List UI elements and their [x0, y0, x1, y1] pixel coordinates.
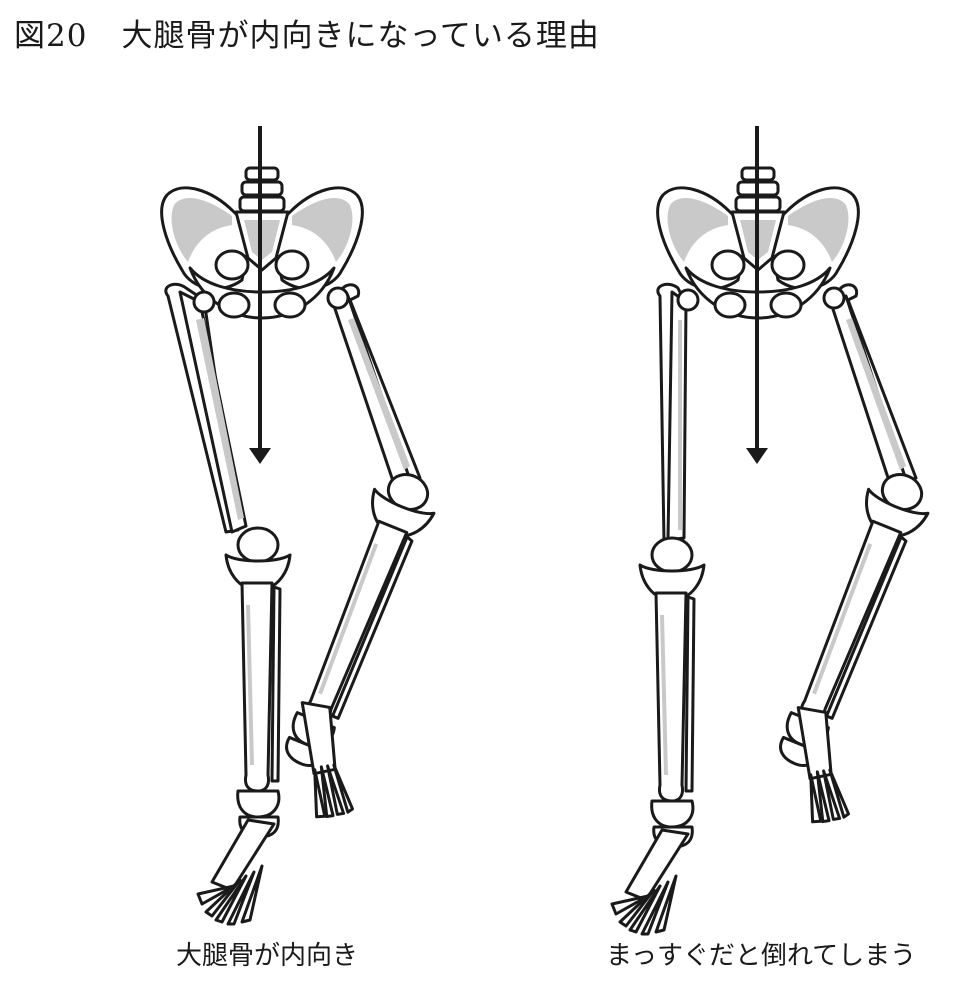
- figure-title-text: 大腿骨が内向きになっている理由: [121, 18, 600, 54]
- left-skeleton: [160, 126, 446, 926]
- right-caption: まっすぐだと倒れてしまう: [606, 941, 917, 971]
- right-skeleton: [610, 126, 940, 936]
- figure-title: 図20 大腿骨が内向きになっている理由: [14, 10, 600, 55]
- figure-number: 図20: [14, 18, 88, 54]
- left-caption: 大腿骨が内向き: [176, 941, 359, 971]
